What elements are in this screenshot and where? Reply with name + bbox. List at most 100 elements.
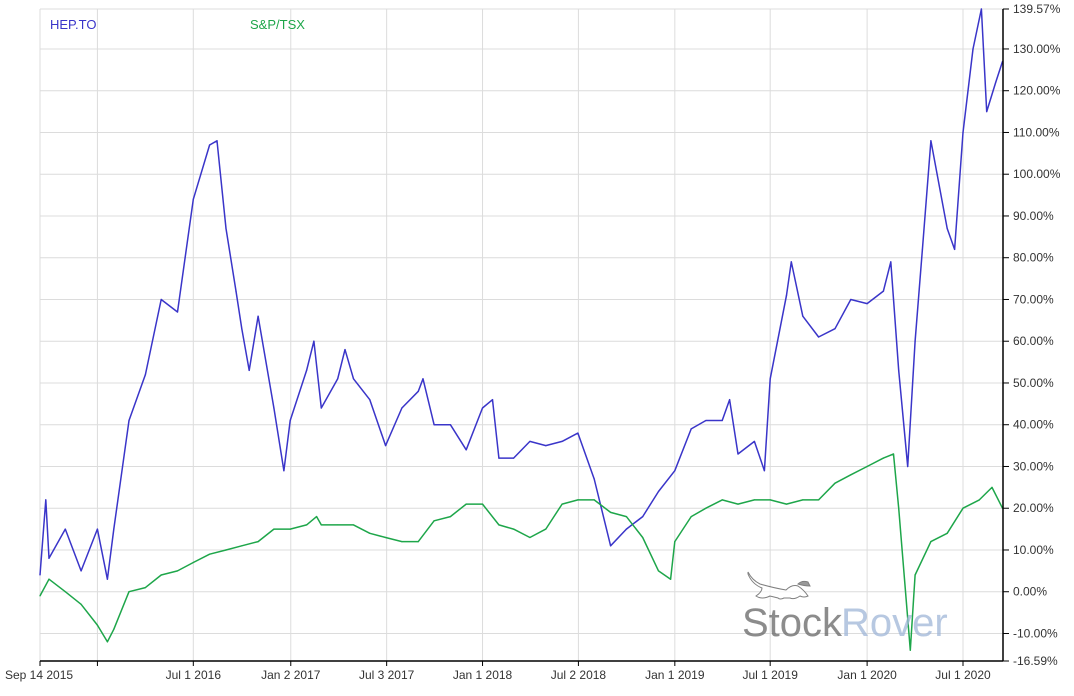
data-point	[384, 445, 387, 447]
logo-text-rover: Rover	[841, 601, 948, 645]
data-point	[113, 528, 115, 530]
data-point	[289, 528, 291, 530]
data-point	[892, 453, 895, 455]
data-point	[209, 144, 211, 146]
grid	[39, 8, 1003, 662]
y-tick-label: 30.00%	[1013, 459, 1054, 473]
data-point	[433, 520, 435, 522]
data-point	[209, 553, 211, 555]
x-tick-label: Jul 1 2019	[742, 668, 798, 682]
y-tick-label: 20.00%	[1013, 501, 1054, 515]
data-point	[192, 561, 194, 564]
data-point	[96, 624, 99, 626]
data-point	[283, 470, 285, 472]
y-tick-label: 80.00%	[1013, 251, 1054, 265]
data-point	[729, 399, 731, 401]
data-point	[753, 499, 755, 501]
data-point	[320, 524, 322, 526]
data-point	[241, 328, 243, 330]
data-point	[674, 541, 676, 543]
data-point	[39, 595, 41, 597]
data-point	[144, 586, 146, 589]
data-point	[433, 424, 435, 426]
logo-text-stock: Stock	[742, 601, 843, 645]
data-point	[834, 328, 836, 330]
series-lines	[39, 8, 1004, 651]
data-point	[721, 499, 723, 501]
data-point	[352, 524, 355, 526]
data-point	[513, 528, 515, 530]
data-point	[305, 369, 308, 372]
data-point	[449, 424, 451, 426]
data-point	[491, 399, 494, 401]
data-point	[882, 290, 885, 292]
data-point	[401, 407, 403, 409]
data-point	[176, 570, 179, 572]
data-point	[737, 503, 739, 505]
data-point	[39, 574, 41, 576]
data-point	[995, 81, 997, 83]
data-point	[930, 140, 932, 142]
data-point	[384, 536, 387, 539]
data-point	[465, 503, 467, 505]
data-point	[866, 465, 868, 468]
data-point	[80, 603, 82, 605]
x-tick-label: Jul 3 2017	[359, 668, 415, 682]
x-tick-label: Jan 1 2018	[453, 668, 513, 682]
y-tick-label: 120.00%	[1013, 84, 1061, 98]
data-point	[498, 524, 500, 526]
y-tick-label: 60.00%	[1013, 334, 1054, 348]
y-tick-label: 0.00%	[1013, 585, 1047, 599]
stockrover-logo: Stock Rover	[742, 571, 948, 645]
data-point	[690, 515, 692, 518]
x-tick-label: Jan 2 2017	[261, 668, 321, 682]
data-point	[561, 503, 563, 505]
y-tick-label: 10.00%	[1013, 543, 1054, 557]
data-point	[45, 499, 47, 501]
data-point	[890, 261, 892, 263]
x-tick-label: Jan 1 2019	[645, 668, 705, 682]
data-point	[289, 419, 291, 422]
y-tick-label: 40.00%	[1013, 418, 1054, 432]
data-point	[113, 628, 115, 630]
y-tick-label: 139.57%	[1013, 2, 1061, 16]
y-tick-label: 130.00%	[1013, 42, 1061, 56]
data-point	[930, 541, 932, 543]
data-point	[577, 499, 579, 501]
data-point	[953, 248, 956, 250]
data-point	[705, 507, 707, 509]
data-point	[369, 399, 371, 401]
data-point	[106, 641, 109, 643]
data-point	[160, 574, 162, 576]
y-tick-label: 50.00%	[1013, 376, 1054, 390]
data-point	[642, 536, 644, 539]
data-point	[972, 48, 974, 50]
legend-sp-tsx: S&P/TSX	[250, 17, 305, 32]
data-point	[48, 557, 50, 559]
data-point	[352, 378, 355, 380]
y-tick-label: 70.00%	[1013, 292, 1054, 306]
data-point	[344, 348, 346, 351]
x-tick-label: Jul 2 2018	[551, 668, 607, 682]
data-point	[907, 465, 909, 468]
data-point	[986, 110, 988, 113]
data-point	[481, 407, 484, 409]
data-point	[80, 570, 82, 572]
data-point	[609, 545, 612, 547]
data-point	[48, 578, 50, 580]
data-point	[248, 369, 250, 372]
data-point	[802, 315, 804, 317]
data-point	[769, 378, 771, 380]
data-point	[401, 541, 403, 543]
data-point	[753, 440, 755, 443]
data-point	[128, 591, 130, 593]
data-point	[914, 574, 916, 576]
data-point	[978, 499, 980, 501]
data-point	[670, 578, 672, 580]
data-point	[625, 528, 627, 530]
data-point	[216, 140, 218, 142]
data-point	[642, 515, 644, 518]
data-point	[315, 515, 318, 518]
data-point	[529, 536, 531, 539]
